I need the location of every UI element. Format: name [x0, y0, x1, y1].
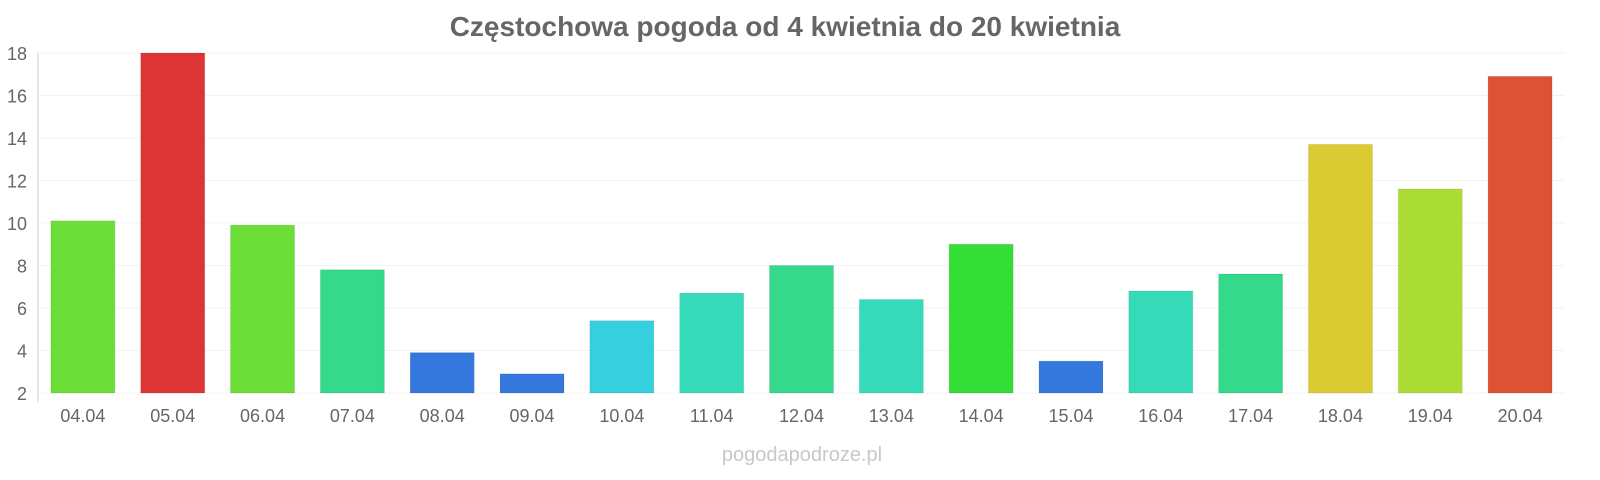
credit-text: pogodapodroze.pl — [722, 444, 882, 466]
bar-08.04[interactable] — [409, 352, 475, 394]
bar-05.04[interactable] — [140, 52, 206, 394]
x-tick-label: 20.04 — [1498, 406, 1543, 426]
x-tick-label: 06.04 — [240, 406, 285, 426]
bar-11.04[interactable] — [679, 292, 745, 394]
bar-10.04[interactable] — [589, 320, 655, 394]
bar-17.04[interactable] — [1218, 273, 1284, 394]
x-tick-label: 11.04 — [690, 406, 734, 426]
bar-13.04[interactable] — [858, 299, 924, 394]
x-tick-label: 19.04 — [1408, 406, 1453, 426]
bar-12.04[interactable] — [769, 265, 834, 394]
x-tick-label: 16.04 — [1138, 406, 1183, 426]
bar-19.04[interactable] — [1397, 188, 1463, 394]
x-tick-label: 10.04 — [599, 406, 644, 426]
x-tick-label: 14.04 — [959, 406, 1004, 426]
x-axis-ticks: 04.04 05.04 06.04 07.04 08.04 09.04 10.04 11.04… — [60, 406, 1542, 426]
bar-04.04[interactable] — [50, 220, 116, 394]
bar-09.04[interactable] — [499, 373, 565, 394]
y-tick-label: 8 — [17, 257, 27, 277]
x-tick-label: 12.04 — [779, 406, 824, 426]
y-tick-label: 18 — [7, 44, 27, 64]
y-tick-label: 16 — [7, 87, 27, 107]
y-tick-label: 6 — [17, 299, 27, 319]
y-axis-ticks: 2 4 6 8 10 12 14 16 18 — [7, 44, 27, 404]
bar-16.04[interactable] — [1128, 290, 1194, 394]
x-tick-label: 08.04 — [420, 406, 465, 426]
x-tick-label: 05.04 — [150, 406, 195, 426]
bar-20.04[interactable] — [1487, 75, 1553, 394]
y-tick-label: 10 — [7, 214, 27, 234]
bar-07.04[interactable] — [319, 269, 385, 394]
bar-14.04[interactable] — [948, 243, 1014, 394]
bar-06.04[interactable] — [230, 224, 296, 394]
x-tick-label: 13.04 — [869, 406, 914, 426]
bars — [50, 52, 1553, 394]
chart-title: Częstochowa pogoda od 4 kwietnia do 20 k… — [450, 11, 1121, 42]
y-tick-label: 14 — [7, 129, 27, 149]
x-tick-label: 04.04 — [60, 406, 105, 426]
x-tick-label: 15.04 — [1048, 406, 1093, 426]
y-tick-label: 4 — [17, 342, 27, 362]
x-tick-label: 17.04 — [1228, 406, 1273, 426]
x-tick-label: 09.04 — [510, 406, 555, 426]
x-tick-label: 18.04 — [1318, 406, 1363, 426]
y-tick-label: 2 — [17, 384, 27, 404]
bar-15.04[interactable] — [1038, 360, 1104, 394]
bar-18.04[interactable] — [1307, 143, 1373, 394]
y-tick-label: 12 — [7, 172, 27, 192]
x-tick-label: 07.04 — [330, 406, 375, 426]
